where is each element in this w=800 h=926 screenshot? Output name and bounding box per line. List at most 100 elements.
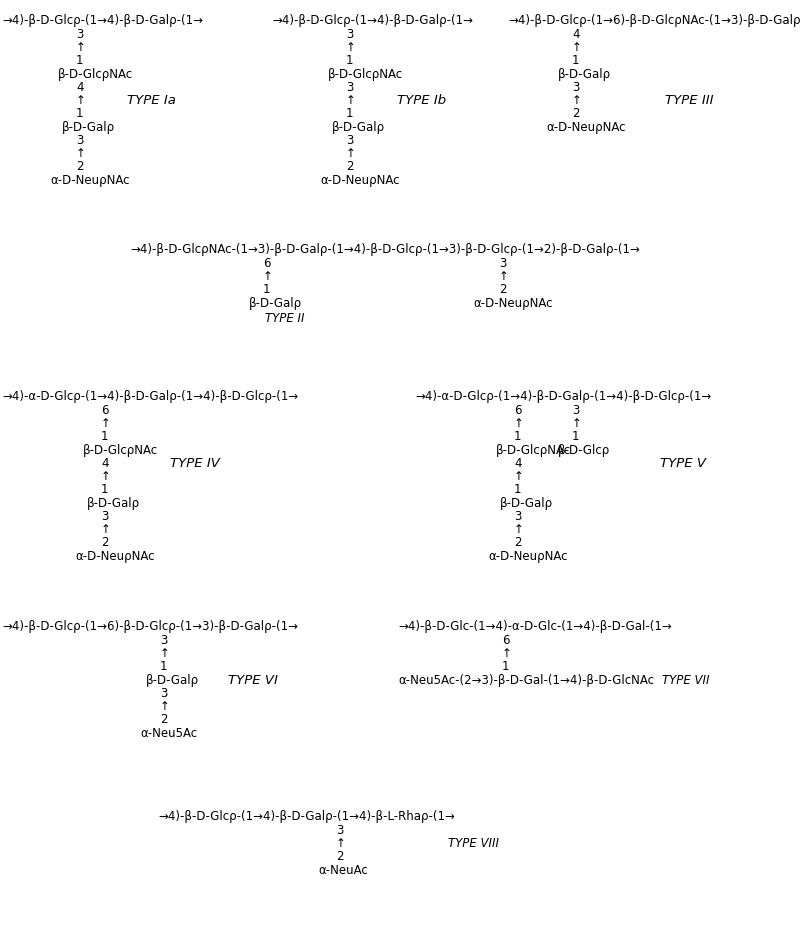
Text: ↑: ↑ <box>572 417 582 430</box>
Text: TYPE VII: TYPE VII <box>662 674 710 687</box>
Text: 4: 4 <box>101 457 109 470</box>
Text: 3: 3 <box>76 28 83 41</box>
Text: α-D-NeuρNAc: α-D-NeuρNAc <box>546 121 626 134</box>
Text: 1: 1 <box>101 483 109 496</box>
Text: 6: 6 <box>101 404 109 417</box>
Text: β-D-Galρ: β-D-Galρ <box>146 674 199 687</box>
Text: TYPE VI: TYPE VI <box>228 674 278 687</box>
Text: β-D-GlcρNAc: β-D-GlcρNAc <box>328 68 403 81</box>
Text: ↑: ↑ <box>572 41 582 54</box>
Text: 4: 4 <box>76 81 83 94</box>
Text: 3: 3 <box>346 134 354 147</box>
Text: →4)-β-D-Glcρ-(1→6)-β-D-Glcρ-(1→3)-β-D-Galρ-(1→: →4)-β-D-Glcρ-(1→6)-β-D-Glcρ-(1→3)-β-D-Ga… <box>2 620 298 633</box>
Text: →4)-α-D-Glcρ-(1→4)-β-D-Galρ-(1→4)-β-D-Glcρ-(1→: →4)-α-D-Glcρ-(1→4)-β-D-Galρ-(1→4)-β-D-Gl… <box>2 390 298 403</box>
Text: 3: 3 <box>336 824 343 837</box>
Text: ↑: ↑ <box>336 837 346 850</box>
Text: 1: 1 <box>346 107 354 120</box>
Text: →4)-β-D-Glcρ-(1→6)-β-D-GlcρNAc-(1→3)-β-D-Galρ-(1→: →4)-β-D-Glcρ-(1→6)-β-D-GlcρNAc-(1→3)-β-D… <box>508 14 800 27</box>
Text: 3: 3 <box>572 81 579 94</box>
Text: α-D-NeuρNAc: α-D-NeuρNAc <box>473 297 553 310</box>
Text: 6: 6 <box>263 257 270 270</box>
Text: ↑: ↑ <box>514 523 524 536</box>
Text: 4: 4 <box>514 457 522 470</box>
Text: β-D-Galρ: β-D-Galρ <box>558 68 611 81</box>
Text: ↑: ↑ <box>101 470 111 483</box>
Text: 3: 3 <box>76 134 83 147</box>
Text: ↑: ↑ <box>101 523 111 536</box>
Text: ↑: ↑ <box>76 94 86 107</box>
Text: 3: 3 <box>572 404 579 417</box>
Text: 3: 3 <box>499 257 506 270</box>
Text: 2: 2 <box>160 713 167 726</box>
Text: α-D-NeuρNAc: α-D-NeuρNAc <box>75 550 154 563</box>
Text: TYPE VIII: TYPE VIII <box>448 837 499 850</box>
Text: 3: 3 <box>514 510 522 523</box>
Text: 1: 1 <box>346 54 354 67</box>
Text: ↑: ↑ <box>160 700 170 713</box>
Text: 2: 2 <box>514 536 522 549</box>
Text: β-D-Glcρ: β-D-Glcρ <box>558 444 610 457</box>
Text: ↑: ↑ <box>76 147 86 160</box>
Text: β-D-Galρ: β-D-Galρ <box>249 297 302 310</box>
Text: →4)-β-D-Glcρ-(1→4)-β-D-Galρ-(1→: →4)-β-D-Glcρ-(1→4)-β-D-Galρ-(1→ <box>272 14 473 27</box>
Text: β-D-GlcρNAc: β-D-GlcρNAc <box>58 68 133 81</box>
Text: 1: 1 <box>502 660 510 673</box>
Text: →4)-β-D-GlcρNAc-(1→3)-β-D-Galρ-(1→4)-β-D-Glcρ-(1→3)-β-D-Glcρ-(1→2)-β-D-Galρ-(1→: →4)-β-D-GlcρNAc-(1→3)-β-D-Galρ-(1→4)-β-D… <box>130 243 640 256</box>
Text: α-D-NeuρNAc: α-D-NeuρNAc <box>50 174 130 187</box>
Text: 1: 1 <box>572 54 579 67</box>
Text: 1: 1 <box>263 283 270 296</box>
Text: β-D-GlcρNAc: β-D-GlcρNAc <box>83 444 158 457</box>
Text: ↑: ↑ <box>346 41 356 54</box>
Text: ↑: ↑ <box>101 417 111 430</box>
Text: α-Neu5Ac-(2→3)-β-D-Gal-(1→4)-β-D-GlcNAc: α-Neu5Ac-(2→3)-β-D-Gal-(1→4)-β-D-GlcNAc <box>398 674 654 687</box>
Text: ↑: ↑ <box>160 647 170 660</box>
Text: 4: 4 <box>572 28 579 41</box>
Text: α-NeuAc: α-NeuAc <box>318 864 368 877</box>
Text: TYPE V: TYPE V <box>660 457 706 470</box>
Text: ↑: ↑ <box>514 470 524 483</box>
Text: 2: 2 <box>572 107 579 120</box>
Text: 2: 2 <box>76 160 83 173</box>
Text: →4)-β-D-Glcρ-(1→4)-β-D-Galρ-(1→: →4)-β-D-Glcρ-(1→4)-β-D-Galρ-(1→ <box>2 14 203 27</box>
Text: 1: 1 <box>76 54 83 67</box>
Text: 3: 3 <box>160 634 167 647</box>
Text: 1: 1 <box>514 483 522 496</box>
Text: 3: 3 <box>346 28 354 41</box>
Text: 6: 6 <box>514 404 522 417</box>
Text: 3: 3 <box>346 81 354 94</box>
Text: ↑: ↑ <box>263 270 273 283</box>
Text: 2: 2 <box>346 160 354 173</box>
Text: 2: 2 <box>336 850 343 863</box>
Text: ↑: ↑ <box>346 147 356 160</box>
Text: ↑: ↑ <box>502 647 512 660</box>
Text: ↑: ↑ <box>346 94 356 107</box>
Text: →4)-α-D-Glcρ-(1→4)-β-D-Galρ-(1→4)-β-D-Glcρ-(1→: →4)-α-D-Glcρ-(1→4)-β-D-Galρ-(1→4)-β-D-Gl… <box>415 390 711 403</box>
Text: β-D-Galρ: β-D-Galρ <box>500 497 553 510</box>
Text: α-D-NeuρNAc: α-D-NeuρNAc <box>320 174 399 187</box>
Text: →4)-β-D-Glcρ-(1→4)-β-D-Galρ-(1→4)-β-L-Rhaρ-(1→: →4)-β-D-Glcρ-(1→4)-β-D-Galρ-(1→4)-β-L-Rh… <box>158 810 455 823</box>
Text: α-D-NeuρNAc: α-D-NeuρNAc <box>488 550 567 563</box>
Text: β-D-Galρ: β-D-Galρ <box>87 497 140 510</box>
Text: 2: 2 <box>499 283 506 296</box>
Text: α-Neu5Ac: α-Neu5Ac <box>140 727 197 740</box>
Text: 6: 6 <box>502 634 510 647</box>
Text: β-D-GlcρNAc: β-D-GlcρNAc <box>496 444 571 457</box>
Text: TYPE Ib: TYPE Ib <box>397 94 446 107</box>
Text: 2: 2 <box>101 536 109 549</box>
Text: ↑: ↑ <box>514 417 524 430</box>
Text: β-D-Galρ: β-D-Galρ <box>332 121 385 134</box>
Text: ↑: ↑ <box>572 94 582 107</box>
Text: TYPE III: TYPE III <box>665 94 714 107</box>
Text: →4)-β-D-Glc-(1→4)-α-D-Glc-(1→4)-β-D-Gal-(1→: →4)-β-D-Glc-(1→4)-α-D-Glc-(1→4)-β-D-Gal-… <box>398 620 672 633</box>
Text: 1: 1 <box>160 660 167 673</box>
Text: 1: 1 <box>514 430 522 443</box>
Text: 1: 1 <box>101 430 109 443</box>
Text: 1: 1 <box>572 430 579 443</box>
Text: ↑: ↑ <box>499 270 509 283</box>
Text: TYPE II: TYPE II <box>265 312 305 325</box>
Text: 1: 1 <box>76 107 83 120</box>
Text: TYPE Ia: TYPE Ia <box>127 94 176 107</box>
Text: 3: 3 <box>160 687 167 700</box>
Text: TYPE IV: TYPE IV <box>170 457 220 470</box>
Text: β-D-Galρ: β-D-Galρ <box>62 121 115 134</box>
